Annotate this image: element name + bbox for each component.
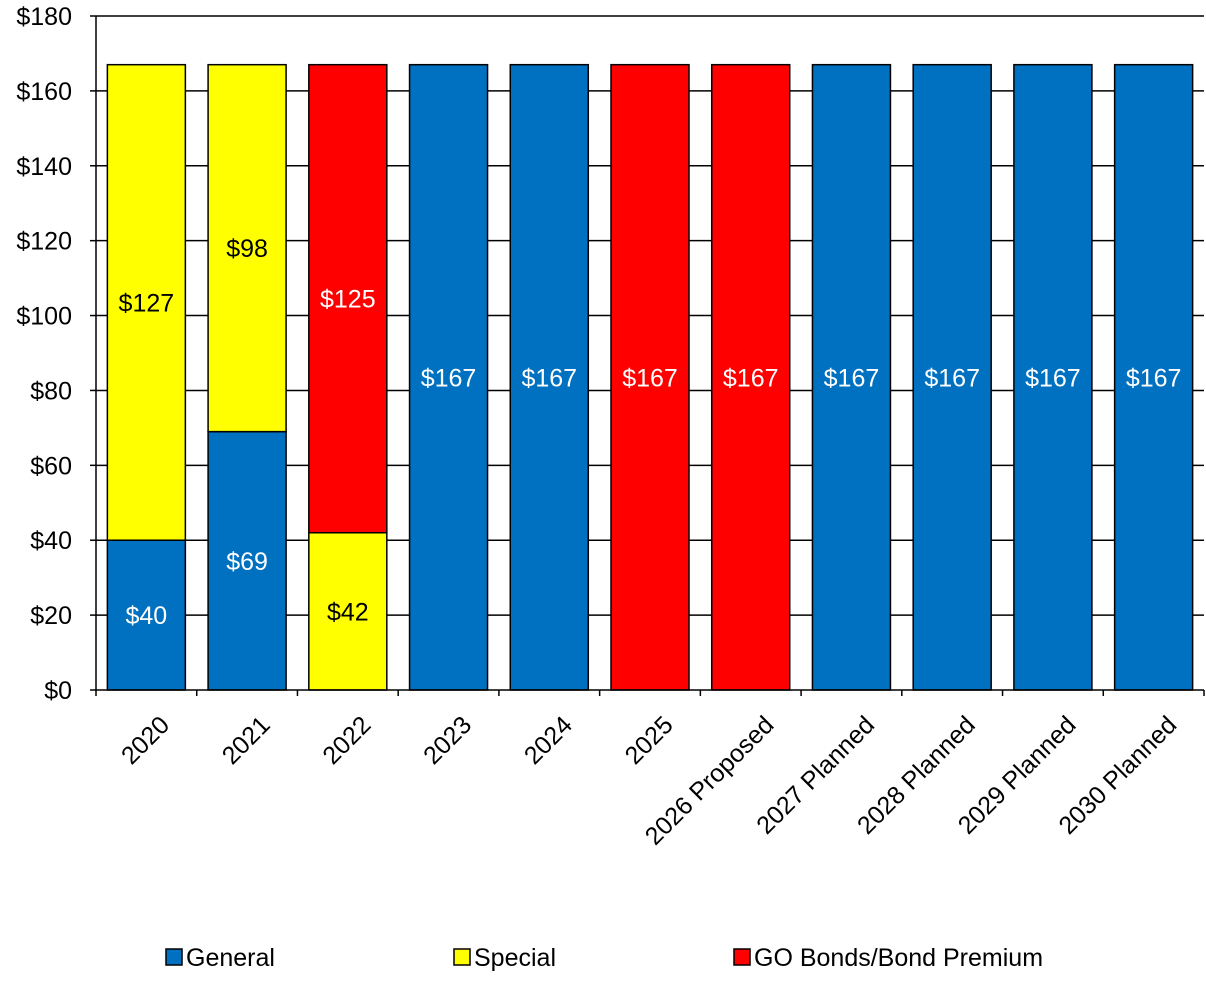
data-label-go-bonds-bond-premium-2022: $125 [320,286,376,314]
bar-general-2027-planned [811,63,892,691]
x-tick-label-2023: 2023 [418,711,477,770]
x-tick-label-2025: 2025 [620,711,679,770]
bar-special-2021 [207,63,287,433]
data-label-general-2027-planned: $167 [824,364,880,392]
y-tick-label-140: $140 [16,153,72,181]
y-tick-label-180: $180 [16,3,72,31]
legend-label-special: Special [474,944,556,972]
x-tick-label-2024: 2024 [519,711,578,770]
bars [106,63,1194,691]
legend: General Special GO Bonds/Bond Premium [165,944,1043,972]
y-tick-label-100: $100 [16,303,72,331]
bar-general-2020 [106,539,187,691]
y-tick-label-40: $40 [30,527,72,555]
legend-label-go-bonds-bond-premium: GO Bonds/Bond Premium [754,944,1043,972]
x-tick-label-2022: 2022 [317,711,376,770]
bar-general-2023 [408,63,489,691]
bar-go-bonds-bond-premium-2025 [610,63,690,691]
x-tick-label-2021: 2021 [217,711,276,770]
data-label-general-2030-planned: $167 [1126,364,1182,392]
data-label-general-2029-planned: $167 [1025,364,1081,392]
bar-general-2028-planned [912,63,992,691]
bar-go-bonds-bond-premium-2022 [308,63,388,534]
legend-swatch-general [165,948,183,966]
legend-swatch-go-bonds-bond-premium [733,948,751,966]
bar-special-2020 [106,63,187,541]
y-tick-label-120: $120 [16,228,72,256]
data-label-general-2023: $167 [421,364,477,392]
data-label-go-bonds-bond-premium-2025: $167 [622,364,678,392]
data-label-special-2022: $42 [327,598,369,626]
data-label-general-2020: $40 [126,602,168,630]
legend-swatch-special [453,948,471,966]
bar-general-2030-planned [1113,63,1194,691]
data-label-special-2020: $127 [119,289,175,317]
bar-general-2029-planned [1013,63,1093,691]
bar-go-bonds-bond-premium-2026-proposed [710,63,791,691]
y-tick-label-80: $80 [30,377,72,405]
data-label-general-2021: $69 [226,548,268,576]
data-label-special-2021: $98 [226,235,268,263]
y-tick-label-0: $0 [44,677,72,705]
data-labels: $40 $127 $69 $98 $42 $125 $167 $167 $167 $167 $167… [119,235,1182,630]
bar-general-2024 [509,63,590,691]
legend-label-general: General [186,944,275,972]
y-tick-label-160: $160 [16,78,72,106]
data-label-go-bonds-bond-premium-2026-proposed: $167 [723,364,779,392]
data-label-general-2028-planned: $167 [924,364,980,392]
x-tick-label-2020: 2020 [116,711,175,770]
y-tick-label-20: $20 [30,602,72,630]
y-tick-label-60: $60 [30,452,72,480]
data-label-general-2024: $167 [521,364,577,392]
